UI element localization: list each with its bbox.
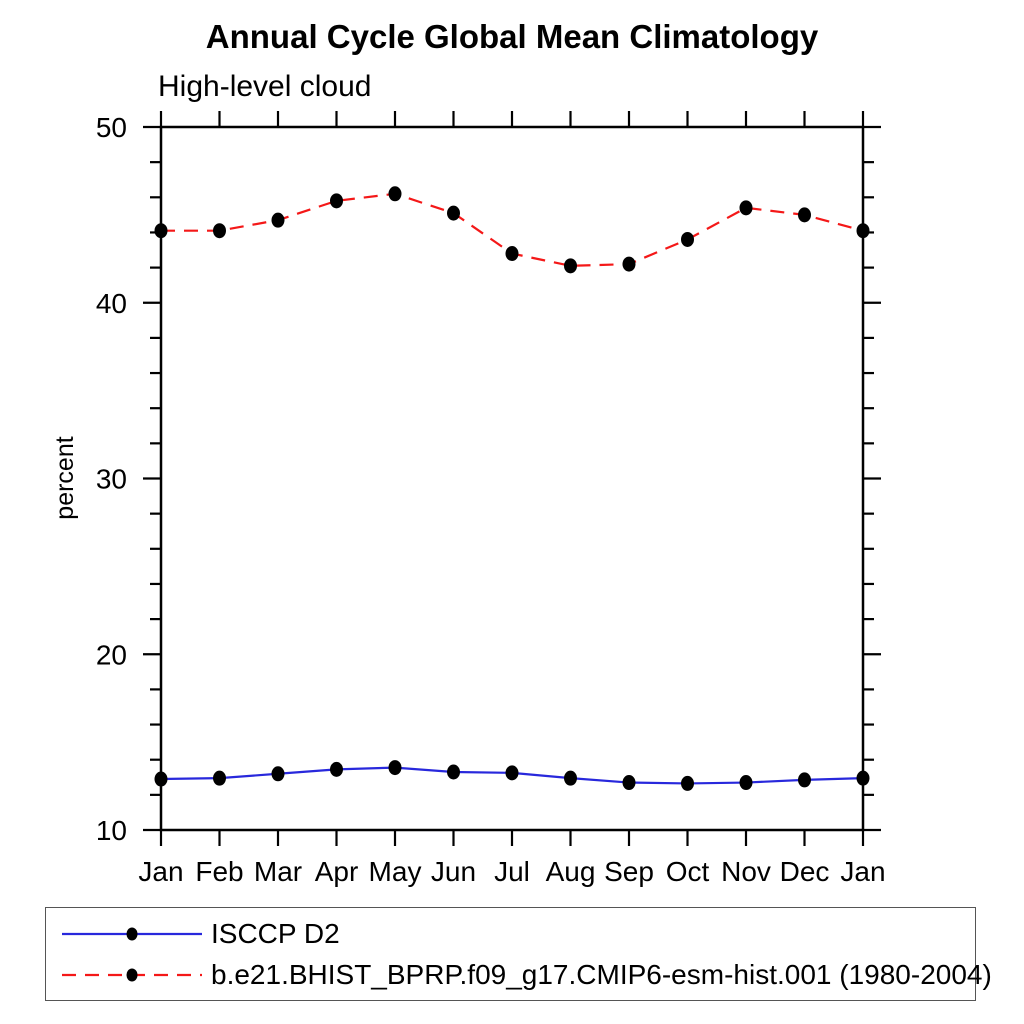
legend-item-isccp: ISCCP D2 [57, 915, 975, 952]
data-point-marker [330, 193, 343, 209]
x-tick-label: Sep [604, 856, 654, 887]
data-point-marker [856, 223, 870, 239]
data-point-marker [564, 258, 577, 274]
plot-frame [159, 125, 865, 832]
y-tick-label: 40 [96, 288, 127, 319]
data-point-marker [739, 775, 753, 791]
legend-marker-icon [126, 927, 138, 940]
legend-key-dashed-line [62, 968, 202, 981]
legend-item-model: b.e21.BHIST_BPRP.f09_g17.CMIP6-esm-hist.… [57, 956, 992, 993]
y-tick-label: 10 [96, 815, 127, 846]
y-tick-label: 50 [96, 112, 127, 143]
x-tick-label: Mar [254, 856, 302, 887]
y-tick-label: 30 [96, 464, 127, 495]
data-point-marker [154, 223, 168, 239]
chart-title: Annual Cycle Global Mean Climatology [205, 18, 819, 55]
data-point-marker [154, 771, 168, 787]
data-point-marker [447, 205, 460, 221]
x-tick-label: Jul [494, 856, 530, 887]
y-tick-label: 20 [96, 639, 127, 670]
data-point-marker [622, 775, 636, 791]
legend-label-isccp: ISCCP D2 [211, 917, 340, 949]
data-point-marker [739, 200, 753, 216]
x-tick-label: Aug [546, 856, 596, 887]
data-point-marker [681, 231, 694, 247]
data-point-marker [330, 761, 343, 777]
x-tick-label: Apr [315, 856, 359, 887]
axes-layer: Jan Feb Mar Apr May Jun Jul Aug Sep Oct Nov Dec Jan 1… [96, 111, 886, 887]
data-point-marker [798, 772, 811, 788]
data-point-marker [798, 207, 811, 223]
x-tick-label: Jan [840, 856, 885, 887]
data-point-marker [681, 775, 694, 791]
data-point-marker [505, 765, 519, 781]
data-point-marker [271, 766, 285, 782]
legend-key-solid-line [62, 927, 202, 940]
legend-box: ISCCP D2 b.e21.BHIST_BPRP.f09_g17.CMIP6-… [45, 907, 992, 1001]
data-point-marker [271, 212, 285, 228]
data-point-marker [213, 770, 226, 786]
data-point-marker [856, 770, 870, 786]
x-tick-label: May [369, 856, 422, 887]
data-point-marker [388, 186, 402, 202]
data-point-marker [213, 223, 226, 239]
x-tick-label: Feb [195, 856, 243, 887]
y-axis-label: percent [51, 436, 79, 519]
x-tick-label: Nov [721, 856, 771, 887]
data-point-marker [622, 256, 636, 272]
data-point-marker [388, 760, 402, 776]
legend-label-model: b.e21.BHIST_BPRP.f09_g17.CMIP6-esm-hist.… [211, 958, 992, 990]
x-tick-label: Jun [431, 856, 476, 887]
x-tick-label: Jan [138, 856, 183, 887]
x-tick-label: Oct [666, 856, 710, 887]
series-layer [154, 186, 870, 791]
x-tick-label: Dec [780, 856, 830, 887]
legend-marker-icon [126, 968, 138, 981]
data-point-marker [505, 246, 519, 262]
data-point-marker [564, 770, 577, 786]
chart-subtitle: High-level cloud [158, 70, 372, 103]
data-point-marker [447, 764, 460, 780]
